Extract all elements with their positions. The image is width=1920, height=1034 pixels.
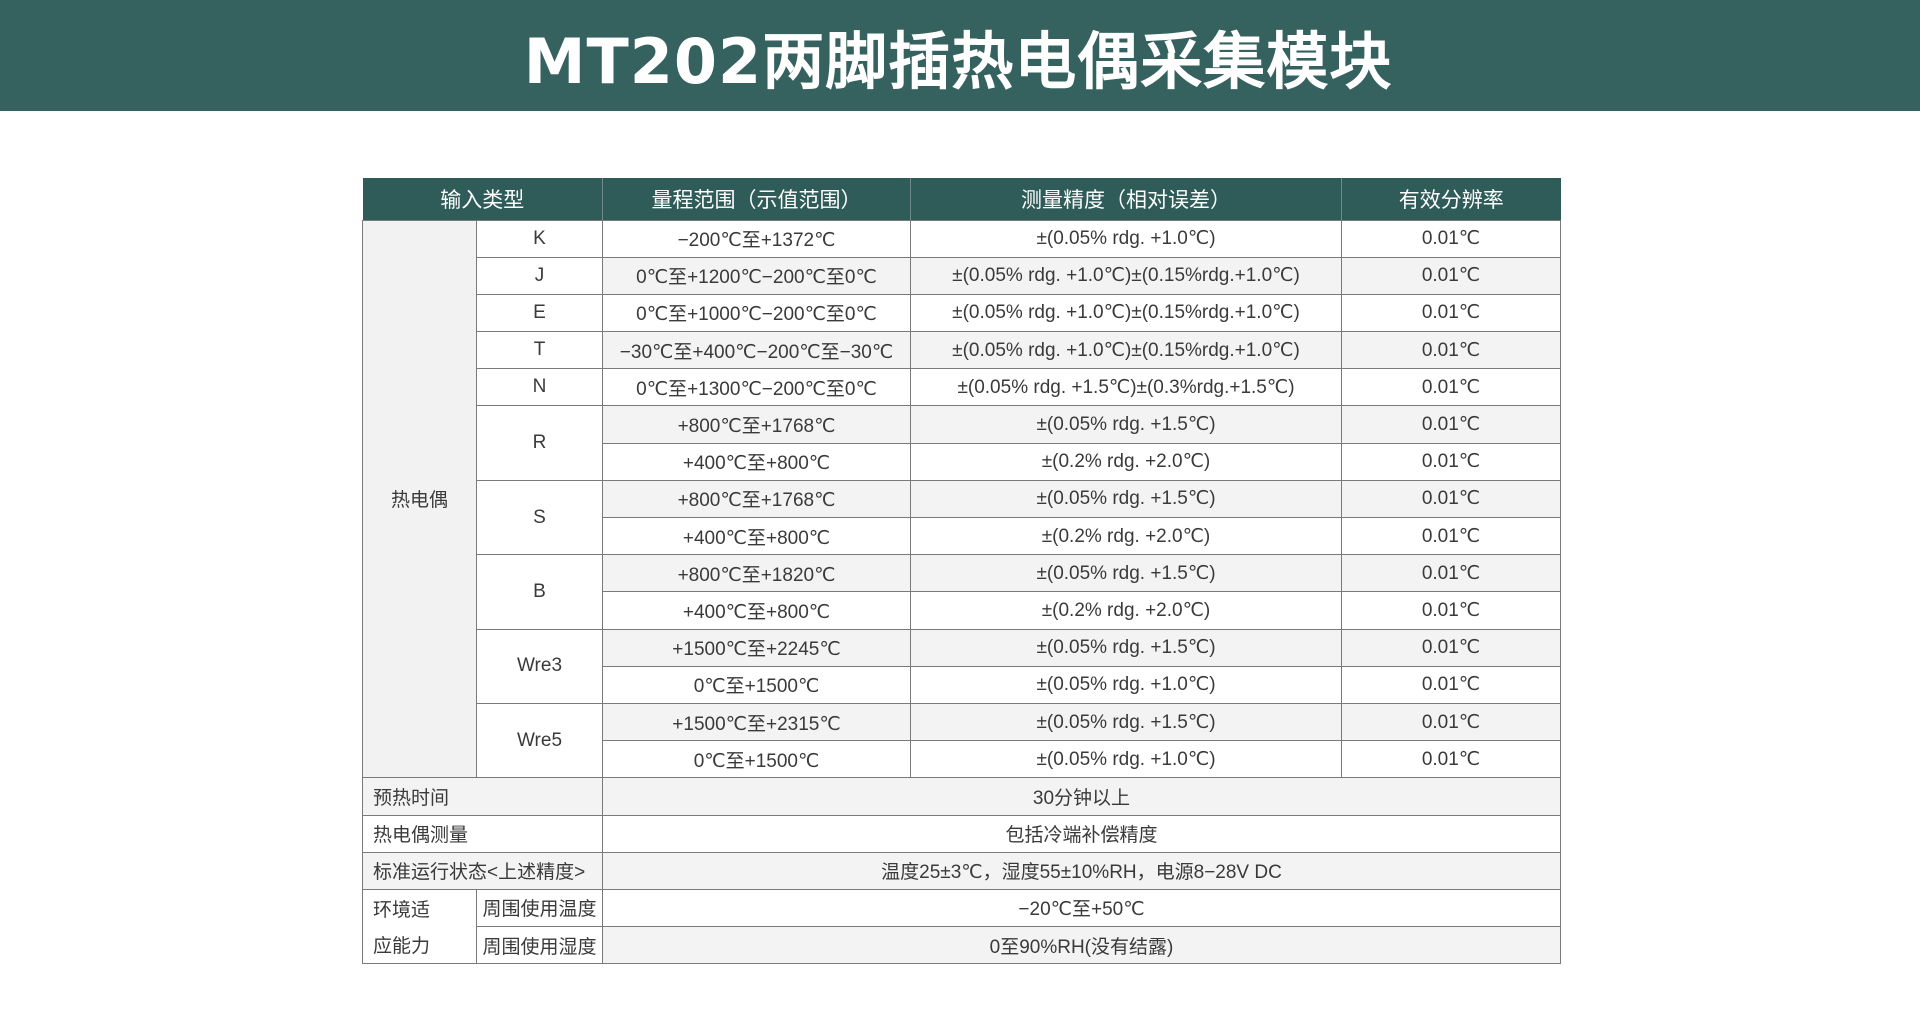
type-cell: N (476, 368, 603, 407)
range-cell: +400℃至+800℃ (602, 442, 911, 481)
range-cell: +1500℃至+2245℃ (602, 628, 911, 667)
accuracy-cell: ±(0.2% rdg. +2.0℃) (910, 591, 1342, 630)
accuracy-cell: ±(0.05% rdg. +1.5℃) (910, 405, 1342, 444)
resolution-cell: 0.01℃ (1341, 516, 1561, 556)
table-row: N 0℃至+1300℃−200℃至0℃ ±(0.05% rdg. +1.5℃)±… (363, 368, 1561, 407)
type-cell: E (476, 293, 603, 333)
value-thermocouple-measurement: 包括冷端补偿精度 (602, 814, 1561, 853)
resolution-cell: 0.01℃ (1341, 219, 1561, 258)
type-cell: Wre5 (476, 702, 603, 779)
title-banner: MT202两脚插热电偶采集模块 (0, 0, 1920, 111)
table-row: J 0℃至+1200℃−200℃至0℃ ±(0.05% rdg. +1.0℃)±… (363, 256, 1561, 295)
value-warmup: 30分钟以上 (602, 777, 1561, 816)
range-cell: 0℃至+1500℃ (602, 740, 911, 779)
resolution-cell: 0.01℃ (1341, 591, 1561, 630)
table-row: Wre3 +1500℃至+2245℃ ±(0.05% rdg. +1.5℃) 0… (363, 628, 1561, 704)
col-header-input-type: 输入类型 (362, 178, 603, 220)
range-cell: +800℃至+1768℃ (602, 479, 911, 519)
table-row: +400℃至+800℃ ±(0.2% rdg. +2.0℃) 0.01℃ (363, 591, 1561, 630)
label-ambient-humidity: 周围使用湿度 (476, 926, 603, 965)
type-cell: T (476, 331, 603, 370)
label-environment-bottom: 应能力 (362, 926, 477, 965)
table-header-row: 输入类型 量程范围（示值范围） 测量精度（相对误差） 有效分辨率 (362, 178, 1561, 220)
table-row: Wre5 +1500℃至+2315℃ ±(0.05% rdg. +1.5℃) 0… (363, 702, 1561, 779)
resolution-cell: 0.01℃ (1341, 442, 1561, 481)
resolution-cell: 0.01℃ (1341, 628, 1561, 667)
table-row: 标准运行状态<上述精度> 温度25±3℃，湿度55±10%RH，电源8−28V … (362, 851, 1561, 890)
accuracy-cell: ±(0.05% rdg. +1.5℃) (910, 702, 1342, 742)
type-cell: R (476, 405, 603, 481)
range-cell: 0℃至+1300℃−200℃至0℃ (602, 368, 911, 407)
accuracy-cell: ±(0.05% rdg. +1.0℃)±(0.15%rdg.+1.0℃) (910, 331, 1342, 370)
table-row: S +800℃至+1768℃ ±(0.05% rdg. +1.5℃) 0.01℃ (363, 479, 1561, 556)
range-cell: −200℃至+1372℃ (602, 219, 911, 258)
type-cell: K (476, 219, 603, 258)
accuracy-cell: ±(0.05% rdg. +1.0℃)±(0.15%rdg.+1.0℃) (910, 293, 1342, 333)
range-cell: +400℃至+800℃ (602, 591, 911, 630)
resolution-cell: 0.01℃ (1341, 293, 1561, 333)
value-ambient-humidity: 0至90%RH(没有结露) (602, 926, 1561, 965)
page-title: MT202两脚插热电偶采集模块 (523, 24, 1393, 98)
range-cell: 0℃至+1200℃−200℃至0℃ (602, 256, 911, 295)
accuracy-cell: ±(0.05% rdg. +1.0℃) (910, 219, 1342, 258)
resolution-cell: 0.01℃ (1341, 665, 1561, 704)
label-standard-conditions: 标准运行状态<上述精度> (362, 851, 603, 890)
range-cell: +800℃至+1820℃ (602, 554, 911, 593)
range-cell: −30℃至+400℃−200℃至−30℃ (602, 331, 911, 370)
type-cell: Wre3 (476, 628, 603, 704)
accuracy-cell: ±(0.05% rdg. +1.0℃) (910, 740, 1342, 779)
accuracy-cell: ±(0.05% rdg. +1.5℃) (910, 628, 1342, 667)
resolution-cell: 0.01℃ (1341, 702, 1561, 742)
accuracy-cell: ±(0.05% rdg. +1.0℃) (910, 665, 1342, 704)
range-cell: +1500℃至+2315℃ (602, 702, 911, 742)
resolution-cell: 0.01℃ (1341, 554, 1561, 593)
col-header-range: 量程范围（示值范围） (602, 178, 911, 220)
accuracy-cell: ±(0.2% rdg. +2.0℃) (910, 442, 1342, 481)
range-cell: 0℃至+1500℃ (602, 665, 911, 704)
resolution-cell: 0.01℃ (1341, 479, 1561, 519)
resolution-cell: 0.01℃ (1341, 405, 1561, 444)
table-row: 热电偶 K −200℃至+1372℃ ±(0.05% rdg. +1.0℃) 0… (362, 219, 1561, 779)
table-row: E 0℃至+1000℃−200℃至0℃ ±(0.05% rdg. +1.0℃)±… (363, 293, 1561, 333)
range-cell: +800℃至+1768℃ (602, 405, 911, 444)
accuracy-cell: ±(0.05% rdg. +1.5℃)±(0.3%rdg.+1.5℃) (910, 368, 1342, 407)
resolution-cell: 0.01℃ (1341, 331, 1561, 370)
resolution-cell: 0.01℃ (1341, 740, 1561, 779)
table-row: T −30℃至+400℃−200℃至−30℃ ±(0.05% rdg. +1.0… (363, 331, 1561, 370)
table-row: 应能力 周围使用湿度 0至90%RH(没有结露) (362, 926, 1561, 965)
table-row: B +800℃至+1820℃ ±(0.05% rdg. +1.5℃) 0.01℃ (363, 554, 1561, 630)
col-header-accuracy: 测量精度（相对误差） (910, 178, 1342, 220)
type-cell: S (476, 479, 603, 556)
label-ambient-temperature: 周围使用温度 (476, 888, 603, 928)
table-row: R +800℃至+1768℃ ±(0.05% rdg. +1.5℃) 0.01℃ (363, 405, 1561, 481)
label-environment-top: 环境适 (362, 888, 477, 927)
resolution-cell: 0.01℃ (1341, 256, 1561, 295)
table-row: 0℃至+1500℃ ±(0.05% rdg. +1.0℃) 0.01℃ (363, 665, 1561, 704)
value-standard-conditions: 温度25±3℃，湿度55±10%RH，电源8−28V DC (602, 851, 1561, 890)
accuracy-cell: ±(0.05% rdg. +1.5℃) (910, 554, 1342, 593)
accuracy-cell: ±(0.05% rdg. +1.5℃) (910, 479, 1342, 519)
label-thermocouple-measurement: 热电偶测量 (362, 814, 603, 853)
table-row: +400℃至+800℃ ±(0.2% rdg. +2.0℃) 0.01℃ (363, 516, 1561, 556)
table-row: +400℃至+800℃ ±(0.2% rdg. +2.0℃) 0.01℃ (363, 442, 1561, 481)
table-row: 热电偶测量 包括冷端补偿精度 (362, 814, 1561, 853)
group-label-thermocouple: 热电偶 (362, 219, 477, 779)
resolution-cell: 0.01℃ (1341, 368, 1561, 407)
range-cell: +400℃至+800℃ (602, 516, 911, 556)
type-cell: B (476, 554, 603, 630)
value-ambient-temperature: −20℃至+50℃ (602, 888, 1561, 928)
col-header-resolution: 有效分辨率 (1341, 178, 1561, 220)
spec-table: 输入类型 量程范围（示值范围） 测量精度（相对误差） 有效分辨率 热电偶 K −… (362, 178, 1561, 965)
range-cell: 0℃至+1000℃−200℃至0℃ (602, 293, 911, 333)
table-row: 环境适 周围使用温度 −20℃至+50℃ (362, 888, 1561, 928)
table-row: 预热时间 30分钟以上 (362, 777, 1561, 816)
table-row: 0℃至+1500℃ ±(0.05% rdg. +1.0℃) 0.01℃ (363, 740, 1561, 779)
label-warmup: 预热时间 (362, 777, 603, 816)
accuracy-cell: ±(0.05% rdg. +1.0℃)±(0.15%rdg.+1.0℃) (910, 256, 1342, 295)
type-cell: J (476, 256, 603, 295)
accuracy-cell: ±(0.2% rdg. +2.0℃) (910, 516, 1342, 556)
